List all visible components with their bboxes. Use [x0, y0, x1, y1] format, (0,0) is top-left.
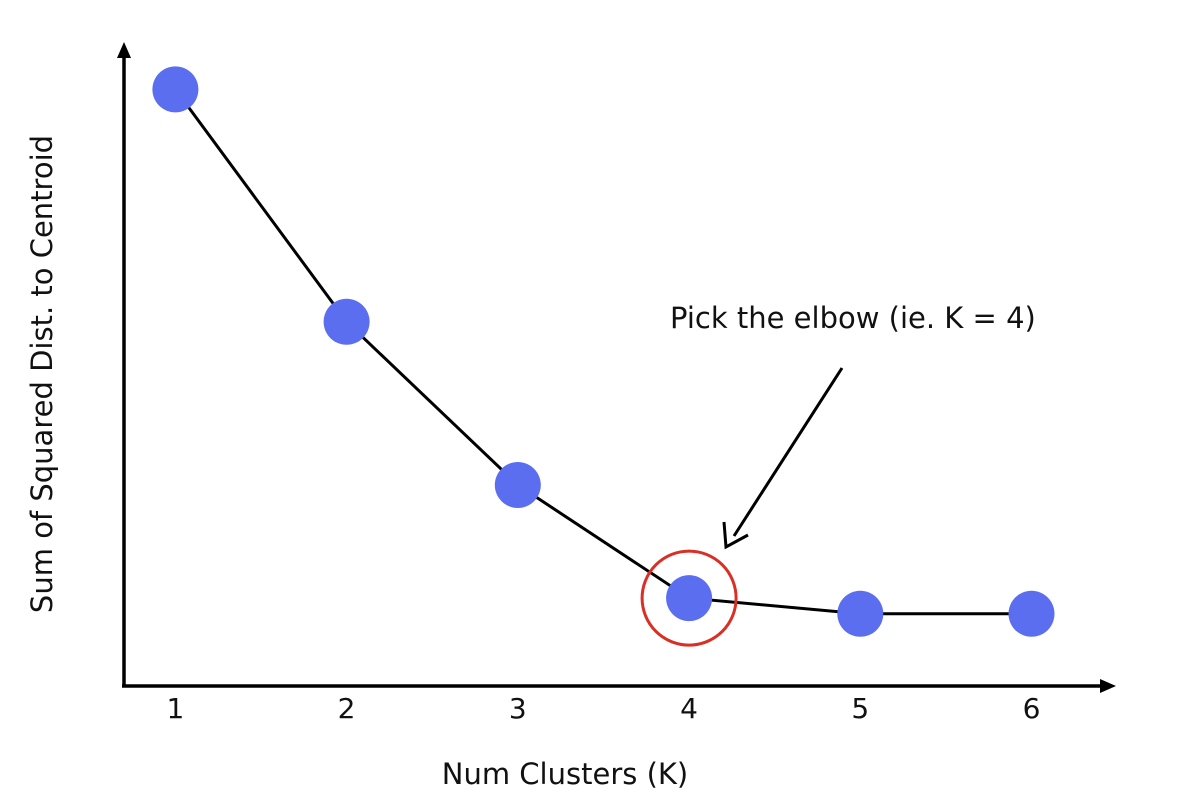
x-tick-label-3: 3: [509, 692, 527, 725]
annotation-arrow: [732, 367, 844, 537]
data-point-k1: [152, 66, 199, 113]
x-tick-labels: 1 2 3 4 5 6: [166, 692, 1040, 725]
axes: [117, 42, 1116, 693]
x-axis-arrow: [1100, 679, 1116, 693]
x-tick-label-5: 5: [851, 692, 869, 725]
data-point-k6: [1008, 590, 1055, 637]
x-tick-label-1: 1: [166, 692, 184, 725]
y-axis-arrow: [117, 42, 131, 58]
series-line: [174, 88, 1032, 616]
data-point-k3: [494, 462, 541, 508]
annotation-arrowhead: [722, 521, 749, 550]
x-axis-title: Num Clusters (K): [442, 757, 688, 791]
y-axis-title: Sum of Squared Dist. to Centroid: [25, 135, 59, 613]
annotation-label: Pick the elbow (ie. K = 4): [670, 301, 1036, 335]
data-point-k4: [666, 575, 713, 622]
x-tick-label-6: 6: [1023, 692, 1041, 725]
annotation: Pick the elbow (ie. K = 4): [670, 301, 1036, 550]
data-point-k5: [837, 590, 884, 637]
data-points: [152, 66, 1055, 637]
elbow-highlight-circle: [640, 549, 738, 647]
x-tick-label-4: 4: [680, 692, 698, 725]
data-point-k2: [323, 298, 370, 345]
x-tick-label-2: 2: [338, 692, 356, 725]
